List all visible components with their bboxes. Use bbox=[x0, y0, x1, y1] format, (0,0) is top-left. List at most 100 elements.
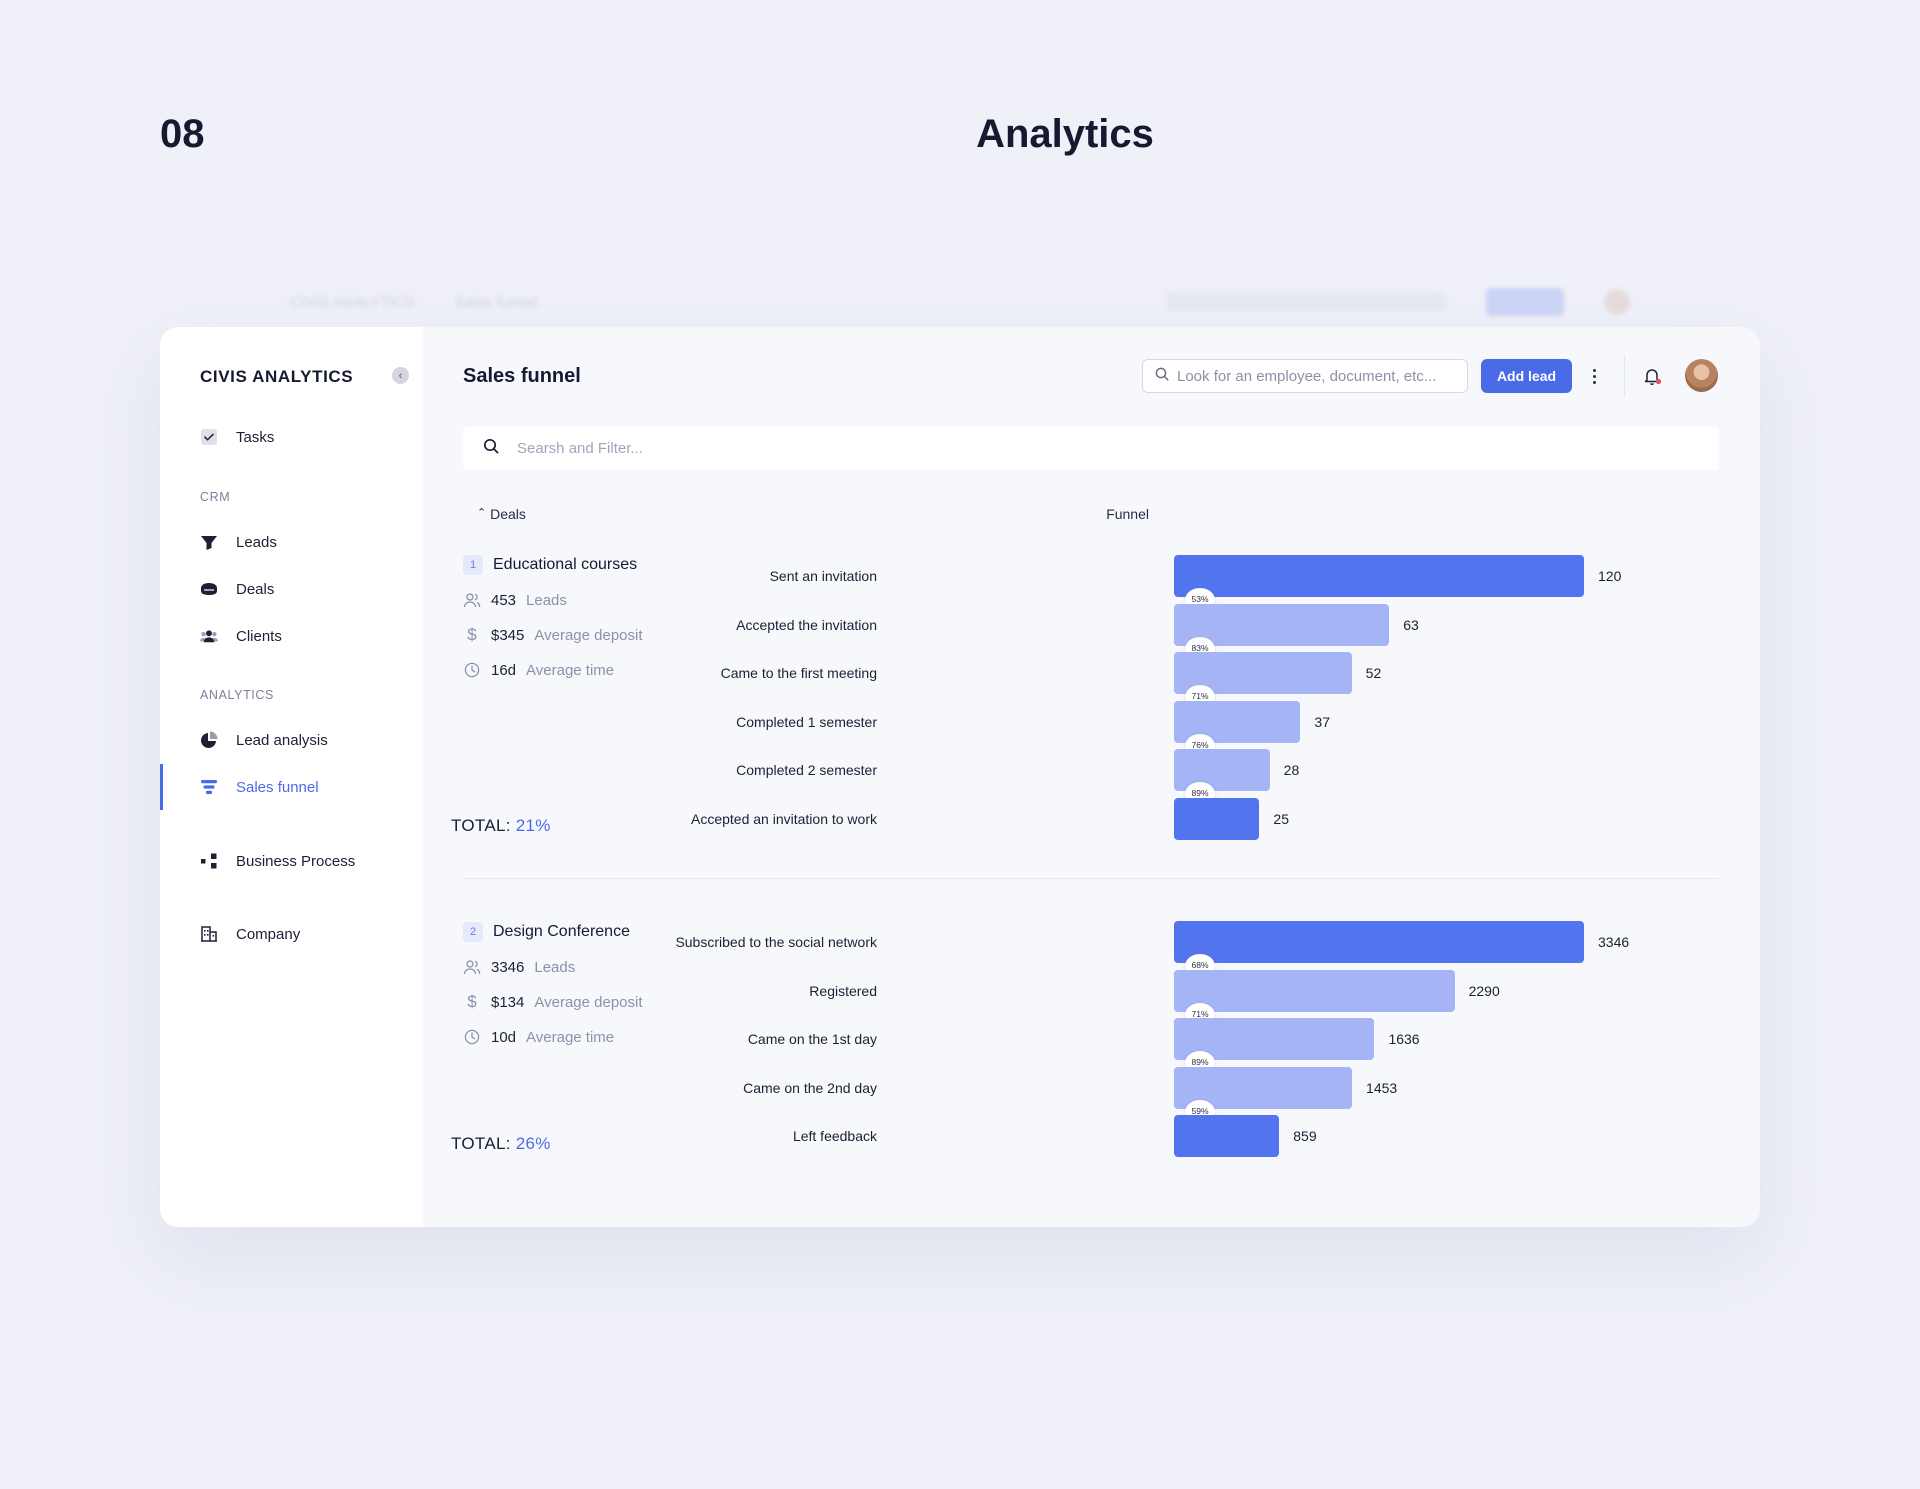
users-outline-icon bbox=[463, 591, 481, 609]
funnel-value: 28 bbox=[1283, 762, 1300, 778]
sidebar-item-deals[interactable]: Deals bbox=[200, 574, 400, 604]
add-lead-button[interactable]: Add lead bbox=[1481, 359, 1572, 393]
ghost-title: Sales funnel bbox=[454, 293, 538, 311]
funnel-bar[interactable] bbox=[1174, 603, 1390, 646]
more-vertical-icon[interactable] bbox=[1586, 363, 1602, 389]
funnel-row: Registered 2290 bbox=[423, 969, 1523, 1012]
page-title: Sales funnel bbox=[463, 365, 581, 387]
funnel-row: Completed 1 semester 37 bbox=[423, 700, 1523, 743]
funnel-column-header: Funnel bbox=[1106, 506, 1149, 522]
funnel-value: 859 bbox=[1293, 1128, 1317, 1144]
deal-total: TOTAL: 26% bbox=[451, 1134, 551, 1154]
ghost-search bbox=[1166, 292, 1446, 312]
funnel-row: Came on the 1st day 1636 bbox=[423, 1018, 1523, 1060]
funnel-row: Subscribed to the social network 3346 bbox=[423, 921, 1629, 963]
funnel-value: 2290 bbox=[1468, 982, 1500, 999]
sidebar-item-business-process[interactable]: Business Process bbox=[200, 846, 400, 876]
chevron-left-icon[interactable]: ‹ bbox=[392, 367, 409, 384]
stat-value: $345 bbox=[491, 626, 525, 644]
total-label: TOTAL: bbox=[451, 816, 511, 835]
funnel-value: 63 bbox=[1403, 616, 1419, 633]
page-heading: Analytics bbox=[976, 112, 1154, 156]
stat-label: Average deposit bbox=[534, 626, 643, 644]
deal-name[interactable]: Design Conference bbox=[493, 923, 630, 940]
sidebar-item-label: Lead analysis bbox=[236, 731, 328, 749]
funnel-bar[interactable] bbox=[1174, 1115, 1280, 1157]
sidebar-item-label: Tasks bbox=[236, 428, 275, 446]
sidebar-item-sales-funnel[interactable]: Sales funnel bbox=[200, 772, 400, 802]
stat-label: Average time bbox=[526, 661, 615, 679]
deal-card: 2 Design Conference 3346 Leads $ $134 Av… bbox=[463, 922, 643, 1046]
funnel-row: Accepted the invitation 63 bbox=[423, 603, 1523, 646]
sidebar-item-label: Sales funnel bbox=[236, 778, 319, 796]
sidebar-item-leads[interactable]: Leads bbox=[200, 527, 400, 557]
deal-number: 1 bbox=[463, 555, 483, 575]
global-search[interactable] bbox=[1142, 359, 1468, 393]
brand-name: CIVIS ANALYTICS bbox=[200, 367, 354, 386]
sidebar-item-label: Leads bbox=[236, 533, 277, 551]
bell-icon[interactable] bbox=[1640, 364, 1664, 388]
stat-value: 10d bbox=[491, 1028, 517, 1046]
stat-time: 16d Average time bbox=[463, 661, 643, 679]
sidebar: CIVIS ANALYTICS ‹ Tasks CRM Leads Deals bbox=[160, 327, 423, 1227]
funnel-value: 1636 bbox=[1388, 1031, 1420, 1047]
funnel-row: Sent an invitation 120 bbox=[423, 555, 1621, 597]
funnel-stage-label: Accepted an invitation to work bbox=[691, 810, 877, 827]
checkbox-icon bbox=[200, 428, 218, 446]
header-divider bbox=[1624, 355, 1625, 397]
funnel-stage-label: Accepted the invitation bbox=[736, 616, 877, 633]
funnel-stage-label: Completed 1 semester bbox=[736, 713, 877, 730]
sidebar-item-label: Company bbox=[236, 925, 301, 943]
app-window: CIVIS ANALYTICS ‹ Tasks CRM Leads Deals bbox=[160, 327, 1760, 1227]
sidebar-item-company[interactable]: Company bbox=[200, 919, 400, 949]
section-label-crm: CRM bbox=[200, 490, 231, 504]
funnel-bar[interactable] bbox=[1174, 921, 1584, 963]
funnel-row: Accepted an invitation to work 25 bbox=[423, 797, 1523, 840]
handshake-icon bbox=[200, 580, 218, 598]
deals-column-header[interactable]: ⌃ Deals bbox=[477, 506, 526, 522]
funnel-stage-label: Completed 2 semester bbox=[736, 762, 877, 778]
sidebar-item-lead-analysis[interactable]: Lead analysis bbox=[200, 725, 400, 755]
stat-deposit: $ $134 Average deposit bbox=[463, 992, 643, 1011]
funnel-icon bbox=[200, 533, 218, 551]
stat-label: Average deposit bbox=[534, 993, 643, 1011]
ghost-brand: CIVIS ANALYTICS bbox=[290, 293, 415, 311]
sidebar-item-clients[interactable]: Clients bbox=[200, 621, 400, 651]
deals-column-label: Deals bbox=[490, 506, 526, 522]
sidebar-item-tasks[interactable]: Tasks bbox=[200, 422, 400, 452]
page-number: 08 bbox=[160, 112, 205, 156]
sidebar-item-label: Deals bbox=[236, 580, 275, 598]
stat-value: $134 bbox=[491, 993, 525, 1011]
funnel-value: 1453 bbox=[1366, 1079, 1398, 1096]
process-icon bbox=[200, 852, 218, 870]
users-icon bbox=[200, 627, 218, 645]
filter-bar[interactable] bbox=[463, 427, 1719, 470]
deal-name[interactable]: Educational courses bbox=[493, 556, 638, 573]
stat-value: 453 bbox=[491, 591, 517, 609]
pie-chart-icon bbox=[200, 731, 218, 749]
funnel-row: Left feedback 859 bbox=[423, 1115, 1523, 1157]
users-outline-icon bbox=[463, 958, 481, 976]
filter-input[interactable] bbox=[517, 440, 1117, 457]
funnel-stage-label: Came on the 1st day bbox=[747, 1031, 877, 1047]
funnel-value: 52 bbox=[1365, 665, 1382, 681]
funnel-stage-label: Sent an invitation bbox=[769, 568, 877, 584]
funnel-stage-label: Came on the 2nd day bbox=[743, 1079, 877, 1096]
funnel-bar[interactable] bbox=[1174, 555, 1584, 597]
funnel-value: 120 bbox=[1598, 568, 1622, 584]
dollar-icon: $ bbox=[467, 625, 477, 644]
funnel-bar[interactable] bbox=[1174, 969, 1455, 1012]
total-value: 21% bbox=[515, 816, 551, 835]
stat-leads: 3346 Leads bbox=[463, 958, 643, 976]
funnel-value: 25 bbox=[1273, 810, 1289, 827]
dollar-icon: $ bbox=[467, 992, 477, 1011]
ghost-button bbox=[1486, 288, 1564, 316]
avatar[interactable] bbox=[1685, 359, 1718, 392]
stat-value: 3346 bbox=[491, 958, 525, 976]
funnel-bar[interactable] bbox=[1174, 797, 1260, 840]
funnel-stage-label: Registered bbox=[809, 982, 877, 999]
ghost-avatar bbox=[1604, 289, 1630, 315]
sidebar-item-label: Clients bbox=[236, 627, 282, 645]
clock-icon bbox=[463, 1028, 481, 1046]
search-input[interactable] bbox=[1177, 367, 1457, 385]
